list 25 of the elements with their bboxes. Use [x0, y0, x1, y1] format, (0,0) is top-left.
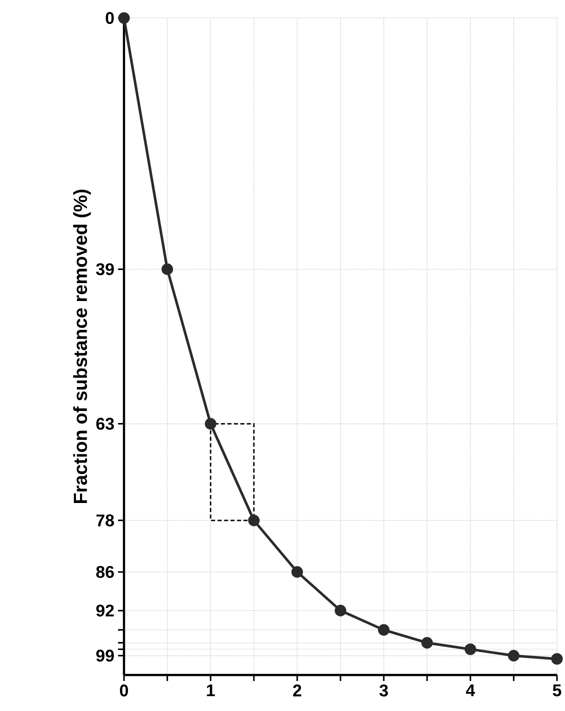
y-tick-label: 99 [96, 650, 114, 662]
x-tick-label: 2 [293, 684, 302, 696]
point [204, 418, 216, 430]
point [464, 643, 476, 656]
y-tick-label: 86 [96, 566, 114, 578]
x-tick-label: 5 [552, 684, 562, 696]
point [291, 566, 303, 578]
y-axis-title: Fraction of substance removed (%) [73, 190, 91, 504]
point [334, 604, 346, 616]
point [248, 514, 260, 526]
point [378, 624, 390, 636]
point [421, 637, 433, 649]
x-tick-label: 1 [206, 684, 215, 696]
point [118, 12, 130, 24]
y-tick-label: 39 [96, 263, 114, 276]
y-tick-label: 63 [96, 418, 114, 430]
x-tick-label: 4 [466, 684, 476, 696]
y-tick-label: 0 [106, 12, 114, 24]
point [551, 653, 563, 665]
y-tick-label: 92 [96, 604, 114, 617]
x-tick-label: 0 [120, 684, 128, 696]
point [162, 263, 174, 275]
point [508, 650, 520, 662]
y-tick-label: 78 [96, 514, 114, 526]
x-tick-label: 3 [379, 684, 388, 697]
